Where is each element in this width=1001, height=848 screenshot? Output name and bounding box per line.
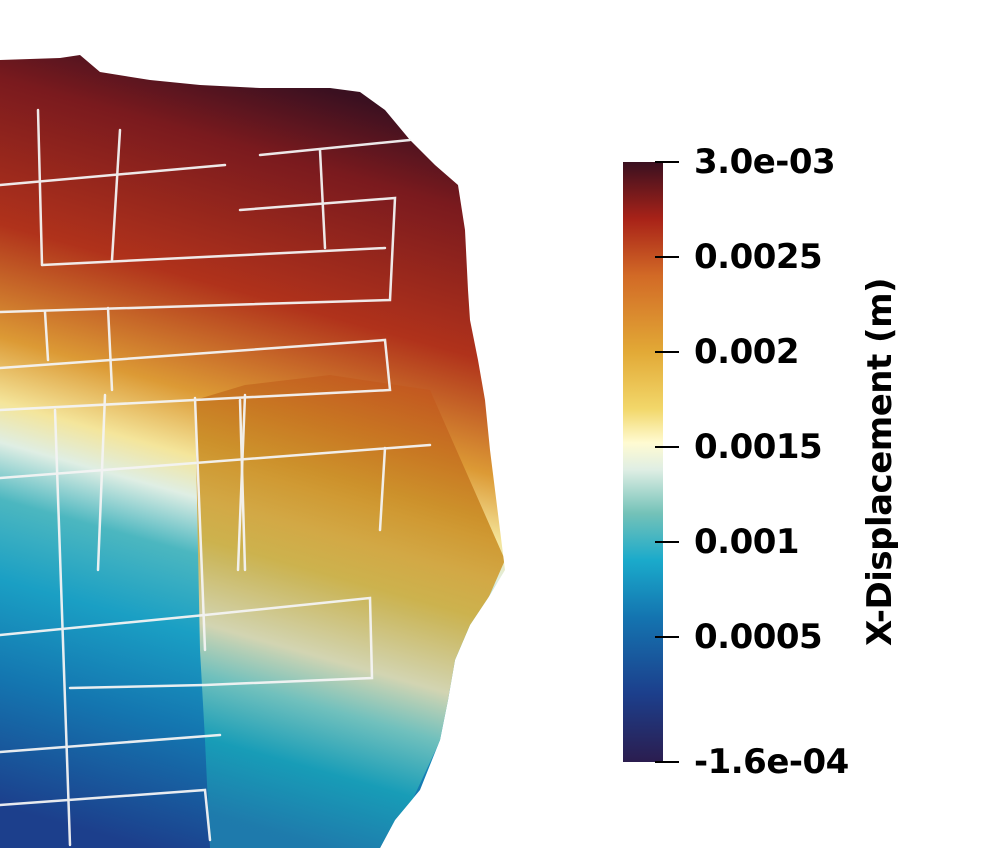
colorbar-gradient <box>623 162 663 762</box>
colorbar-tick-mark <box>655 635 679 638</box>
colorbar-tick-mark <box>655 161 679 163</box>
fracture-network <box>0 108 432 847</box>
colorbar-tick-mark <box>655 761 679 763</box>
colorbar-tick-label: 0.0015 <box>694 426 823 467</box>
colorbar-title: X-Displacement (m) <box>860 277 900 647</box>
colorbar-tick-label: 0.001 <box>694 521 800 562</box>
colorbar-tick-label: 0.0025 <box>694 236 823 277</box>
colorbar-tick-label: 3.0e-03 <box>694 142 836 182</box>
colorbar-tick-mark <box>655 350 679 353</box>
colorbar-tick-label: 0.0005 <box>694 616 823 657</box>
colorbar-tick-label: -1.6e-04 <box>694 742 849 782</box>
colorbar-tick-mark <box>655 540 679 543</box>
colorbar-tick-mark <box>655 255 679 258</box>
colorbar-tick-label: 0.002 <box>694 331 800 372</box>
colorbar-tick-mark <box>655 445 679 448</box>
